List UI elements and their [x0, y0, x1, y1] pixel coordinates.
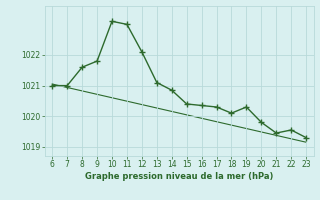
X-axis label: Graphe pression niveau de la mer (hPa): Graphe pression niveau de la mer (hPa)	[85, 172, 273, 181]
